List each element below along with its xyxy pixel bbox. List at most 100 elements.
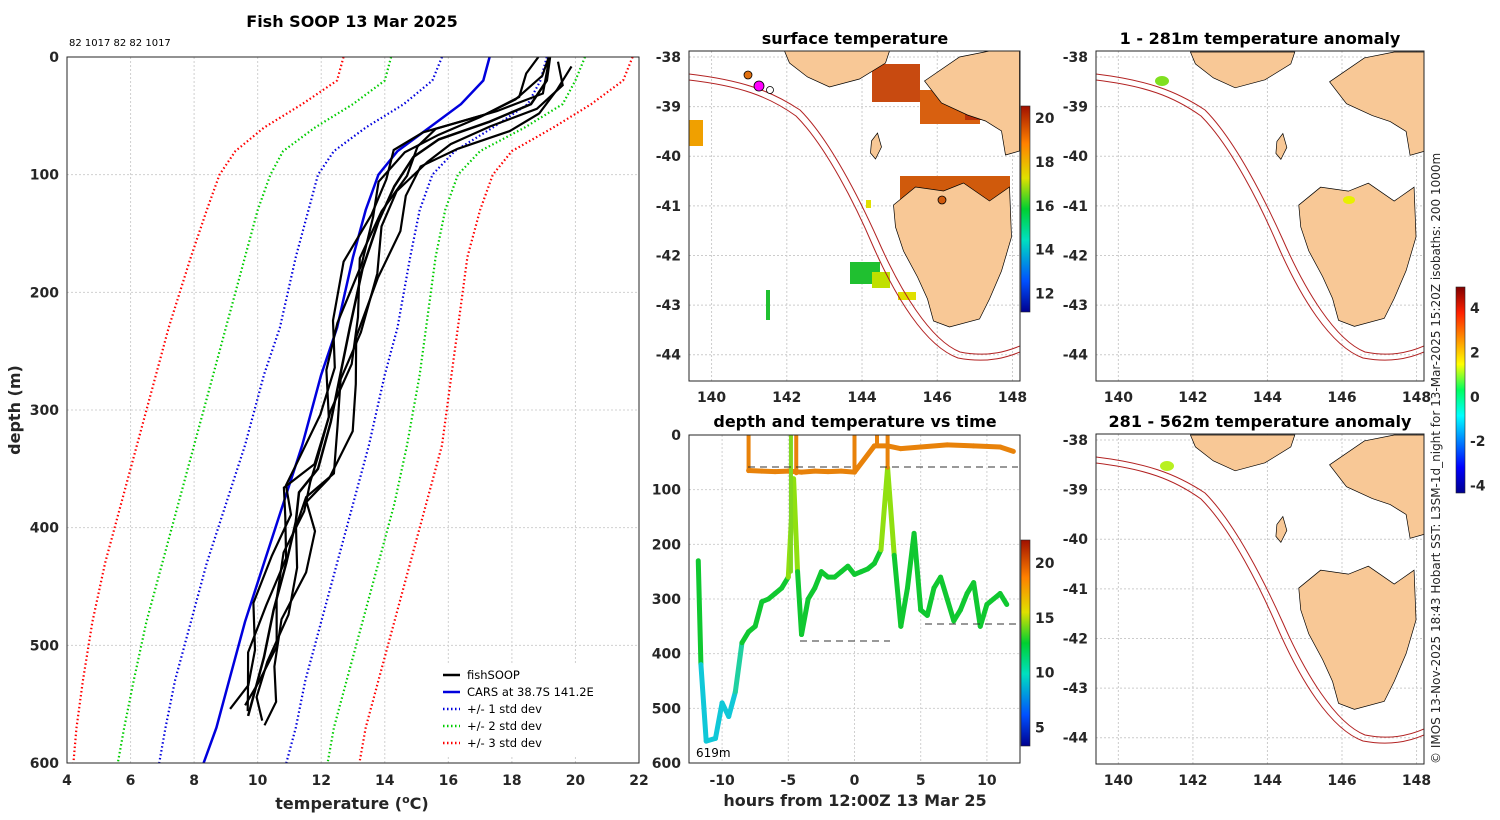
colorbar-tick-label: 18	[1035, 155, 1054, 171]
sst-isobath-200	[689, 73, 1020, 355]
depth-trace-segment	[971, 443, 1003, 450]
depth-trace-segment	[726, 689, 738, 720]
map-lat-label: -43	[1063, 298, 1088, 314]
legend-label-std2: +/- 2 std dev	[467, 719, 542, 733]
anomaly-colorbar	[1455, 286, 1466, 494]
legend-label-std1: +/- 1 std dev	[467, 702, 542, 716]
series-cars-3-std-dev	[72, 57, 345, 763]
sst-map-panel: surface temperature 140	[656, 29, 1055, 406]
x-tick-label: 8	[189, 773, 199, 789]
colorbar-tick-label: 15	[1035, 611, 1054, 627]
sst-marker-magenta	[753, 80, 765, 92]
timeseries-colorbar	[1020, 539, 1031, 747]
depth-trace-segment	[791, 476, 801, 575]
anomaly-map-1-land	[1189, 51, 1424, 327]
sst-colorbar	[1020, 105, 1031, 313]
colorbar-tick-label: 0	[1470, 390, 1480, 406]
y-tick-label: 100	[652, 483, 681, 499]
depth-trace-segment	[997, 591, 1010, 607]
sst-patch	[872, 64, 920, 102]
map-lon-label: 146	[1327, 390, 1356, 406]
sst-marker-orange	[937, 195, 947, 205]
x-tick-label: -5	[781, 773, 797, 789]
depth-trace-segment	[911, 530, 924, 613]
timeseries-title: depth and temperature vs time	[713, 412, 996, 431]
y-tick-label: 600	[30, 756, 59, 772]
series-fishsoop-cast	[263, 65, 573, 726]
legend-label-cars: CARS at 38.7S 141.2E	[467, 685, 594, 699]
anomaly-map-2-isobath-200	[1096, 456, 1424, 738]
y-tick-label: 100	[30, 168, 59, 184]
series-fishsoop-cast	[255, 61, 564, 721]
map-lat-label: -38	[1063, 50, 1088, 66]
profile-frame	[66, 56, 640, 764]
anomaly-map-2-frame	[1095, 433, 1425, 765]
map-lon-label: 140	[1104, 390, 1133, 406]
depth-trace-segment	[957, 591, 970, 613]
colorbar-tick-label: 10	[1035, 666, 1055, 682]
timeseries-annotation: 619m	[696, 746, 731, 760]
sst-map-frame	[688, 50, 1021, 382]
anomaly-map-1-title: 1 - 281m temperature anomaly	[1120, 29, 1401, 48]
depth-trace-segment	[871, 547, 884, 566]
map-lon-label: 142	[772, 390, 801, 406]
depth-trace-segment	[812, 569, 824, 591]
anomaly-colorbar-ticks: 4 2 0 -2 -4	[1470, 301, 1486, 494]
map-lon-label: 142	[1178, 390, 1207, 406]
profile-title: Fish SOOP 13 Mar 2025	[246, 12, 457, 31]
timeseries-reference-lines	[748, 466, 1018, 642]
depth-trace-segment	[898, 585, 910, 629]
colorbar-tick-label: 4	[1470, 301, 1480, 317]
legend-label-std3: +/- 3 std dev	[467, 736, 542, 750]
y-tick-label: 200	[652, 537, 681, 553]
x-tick-label: 5	[916, 773, 926, 789]
depth-trace-segment	[918, 442, 950, 450]
depth-trace-segment	[852, 443, 877, 475]
map-lat-label: -43	[1063, 681, 1088, 697]
sst-map-content	[689, 51, 1020, 361]
depth-trace-segment	[924, 585, 937, 618]
depth-trace-segment	[997, 444, 1016, 454]
map-lat-label: -41	[656, 199, 681, 215]
map-lat-label: -38	[1063, 433, 1088, 449]
map-lat-label: -41	[1063, 199, 1088, 215]
x-tick-label: 20	[566, 773, 586, 789]
legend-label-fishsoop: fishSOOP	[467, 668, 520, 682]
depth-trace-segment	[732, 640, 745, 695]
series-cars-1-std-dev	[158, 57, 444, 763]
x-tick-label: 0	[850, 773, 860, 789]
x-tick-label: 14	[375, 773, 395, 789]
depth-trace-segment	[898, 444, 924, 452]
depth-trace-segment	[698, 662, 709, 744]
series-fishsoop-cast	[244, 57, 550, 706]
timeseries-panel: depth and temperature vs time -10 -5 0 5 100…	[652, 412, 1055, 810]
colorbar-tick-label: -2	[1470, 434, 1486, 450]
map-lat-label: -44	[656, 348, 682, 364]
depth-trace-segment	[938, 574, 950, 602]
colorbar-tick-label: 20	[1035, 111, 1055, 127]
colorbar-tick-label: -4	[1470, 478, 1486, 494]
sst-patch	[766, 290, 770, 320]
colorbar-tick-label: 2	[1470, 345, 1480, 361]
y-tick-label: 300	[652, 592, 681, 608]
sst-map-title: surface temperature	[762, 29, 949, 48]
sst-marker-orange	[743, 70, 753, 80]
map-lon-label: 140	[697, 390, 726, 406]
map-lat-label: -40	[656, 149, 682, 165]
map-lon-label: 144	[1253, 773, 1282, 789]
anomaly-map-1-isobath-1000	[1096, 79, 1424, 361]
sst-patch	[872, 272, 890, 288]
sst-patch	[689, 120, 703, 146]
map-lon-label: 144	[847, 390, 876, 406]
colorbar-tick-label: 14	[1035, 243, 1055, 259]
map-lat-label: -44	[1063, 731, 1089, 747]
anomaly-map-2-ticks: 140 142 144 146 148 -38 -39 -40 -41 -42 -43 -44	[1063, 433, 1431, 789]
depth-trace-segment	[752, 599, 765, 629]
side-credit-note: © IMOS 13-Nov-2025 18:43 Hobart SST: L3S…	[1429, 153, 1443, 764]
map-lon-label: 142	[1178, 773, 1207, 789]
map-lon-label: 148	[998, 390, 1027, 406]
legend-box	[434, 664, 624, 756]
anomaly-map-2-title: 281 - 562m temperature anomaly	[1109, 412, 1412, 431]
profile-header-note: 82 1017 82 82 1017	[69, 38, 171, 49]
